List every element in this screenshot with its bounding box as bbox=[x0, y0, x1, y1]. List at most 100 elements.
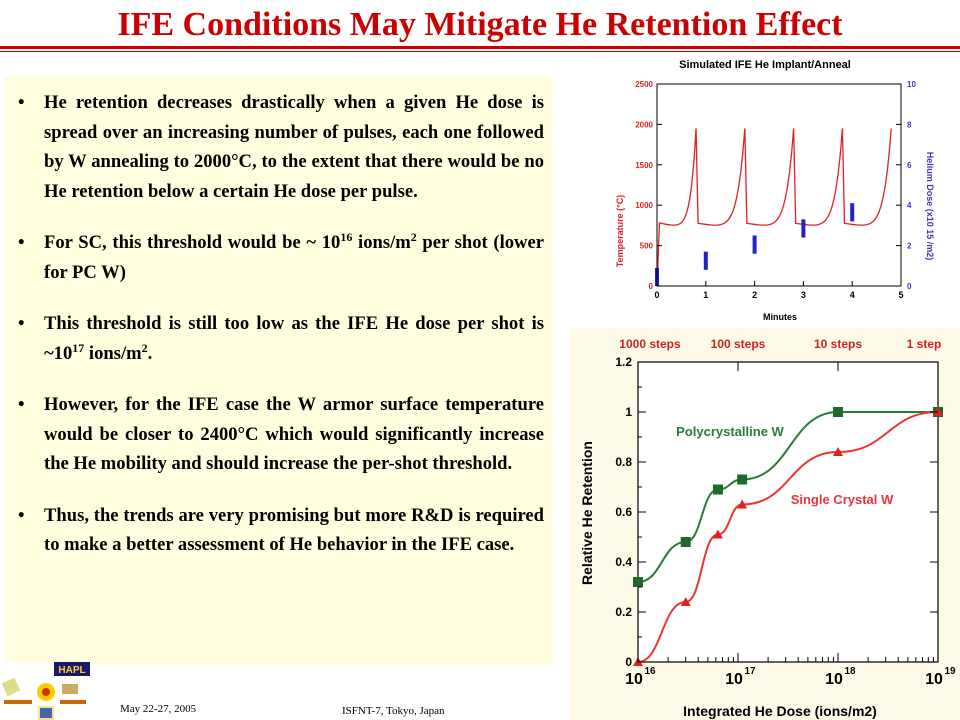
footer-conference: ISFNT-7, Tokyo, Japan bbox=[342, 705, 445, 717]
x-axis-label: Integrated He Dose (ions/m2) bbox=[683, 703, 877, 719]
x-tick-label: 1 bbox=[703, 290, 708, 300]
x-axis-label: Minutes bbox=[763, 312, 797, 322]
bullet-text-part: per shot (lower for PC W) bbox=[44, 232, 544, 283]
data-point bbox=[712, 529, 723, 539]
temperature-line bbox=[656, 128, 892, 287]
y2-tick-label: 4 bbox=[907, 201, 912, 210]
bullet-text: Thus, the trends are very promising but … bbox=[44, 501, 544, 560]
y-tick-label: 2000 bbox=[635, 120, 653, 129]
helium-dose-bar bbox=[752, 235, 757, 254]
bullet-text: This threshold is still too low as the I… bbox=[44, 309, 544, 368]
x-tick-exponent: 16 bbox=[644, 666, 656, 677]
x-tick-label: 10 bbox=[925, 671, 943, 688]
hapl-logo: HAPL bbox=[0, 662, 90, 720]
y2-axis-label: Helium Dose (x10 15 /m2) bbox=[925, 152, 935, 261]
x-tick-label: 5 bbox=[898, 290, 903, 300]
chart-title: Simulated IFE He Implant/Anneal bbox=[679, 59, 851, 71]
y-tick-label: 0.2 bbox=[615, 605, 632, 619]
axes: 00.20.40.60.811.210 16 10 17 10 18 10 19 bbox=[615, 355, 956, 688]
y-axis-label: Temperature (°C) bbox=[615, 195, 625, 267]
y-tick-label: 1000 bbox=[635, 201, 653, 210]
series-line bbox=[637, 411, 938, 583]
series-label: Single Crystal W bbox=[791, 492, 894, 507]
y2-tick-label: 0 bbox=[907, 282, 912, 291]
slide-title: IFE Conditions May Mitigate He Retention… bbox=[117, 6, 843, 43]
y-tick-label: 0 bbox=[649, 282, 654, 291]
y2-tick-label: 6 bbox=[907, 161, 912, 170]
helium-dose-bar bbox=[801, 219, 806, 238]
x-tick-label: 3 bbox=[801, 290, 806, 300]
x-tick-label: 2 bbox=[752, 290, 757, 300]
plot-frame bbox=[656, 83, 902, 287]
bullet-dot: • bbox=[18, 232, 25, 253]
data-point bbox=[737, 474, 748, 485]
superscript: 2 bbox=[141, 340, 148, 355]
bullet-item: • Thus, the trends are very promising but… bbox=[18, 501, 544, 560]
helium-dose-bar bbox=[703, 251, 708, 270]
step-label: 1000 steps bbox=[619, 337, 681, 351]
bullet-item: • This threshold is still too low as the … bbox=[18, 309, 544, 368]
y-tick-label: 2500 bbox=[635, 80, 653, 89]
bullet-dot: • bbox=[18, 504, 25, 526]
data-point bbox=[680, 597, 691, 606]
bullet-text-part: However, for the IFE case the W armor su… bbox=[44, 394, 544, 474]
bullet-text: He retention decreases drastically when … bbox=[44, 88, 544, 206]
step-label: 100 steps bbox=[711, 337, 766, 351]
x-tick-label: 0 bbox=[654, 290, 659, 300]
plot-area: Polycrystalline W Single Crystal W bbox=[633, 361, 943, 666]
bullet-item: • However, for the IFE case the W armor s… bbox=[18, 390, 544, 479]
title-rule-thin bbox=[0, 51, 960, 52]
bullet-text-box: • He retention decreases drastically when… bbox=[4, 76, 552, 664]
y2-tick-label: 2 bbox=[907, 242, 912, 251]
data-point bbox=[633, 577, 643, 587]
data-point bbox=[833, 447, 843, 456]
x-tick-label: 10 bbox=[625, 671, 643, 688]
bullet-text-part: This threshold is still too low as the I… bbox=[44, 313, 544, 364]
x-tick-label: 10 bbox=[825, 671, 843, 688]
bullet-text-part: Thus, the trends are very promising but … bbox=[44, 504, 544, 556]
bullet-text: For SC, this threshold would be ~ 1016 i… bbox=[44, 228, 544, 287]
y-tick-label: 1 bbox=[625, 405, 632, 419]
x-tick-label: 10 bbox=[725, 671, 743, 688]
data-point bbox=[737, 499, 748, 509]
y-tick-label: 500 bbox=[640, 242, 654, 251]
step-label: 10 steps bbox=[814, 337, 862, 351]
bullet-dot: • bbox=[18, 394, 25, 415]
bullet-text: However, for the IFE case the W armor su… bbox=[44, 390, 544, 479]
plot-area bbox=[655, 128, 892, 287]
superscript: 2 bbox=[410, 229, 417, 244]
step-label: 1 step bbox=[907, 337, 942, 351]
superscript: 17 bbox=[72, 340, 85, 355]
bullet-dot: • bbox=[18, 313, 25, 334]
y-axis-label: Relative He Retention bbox=[579, 441, 595, 585]
y-tick-label: 0.6 bbox=[615, 505, 632, 519]
x-tick-exponent: 19 bbox=[944, 666, 956, 677]
logo-text: HAPL bbox=[58, 665, 85, 676]
y2-tick-label: 10 bbox=[907, 80, 916, 89]
bullet-item: • He retention decreases drastically when… bbox=[18, 88, 544, 206]
data-point bbox=[712, 484, 723, 495]
helium-dose-bar bbox=[850, 203, 855, 222]
bullet-text-part: He retention decreases drastically when … bbox=[44, 92, 544, 202]
y-tick-label: 1.2 bbox=[615, 355, 632, 369]
footer-date: May 22-27, 2005 bbox=[120, 703, 197, 715]
x-tick-exponent: 17 bbox=[744, 666, 756, 677]
y-tick-label: 0.4 bbox=[615, 555, 632, 569]
y-tick-label: 0 bbox=[625, 655, 632, 669]
data-point bbox=[833, 407, 843, 417]
bullet-item: • For SC, this threshold would be ~ 1016 … bbox=[18, 228, 544, 287]
bullet-text-part: For SC, this threshold would be ~ 10 bbox=[44, 232, 341, 253]
implant-anneal-chart: Simulated IFE He Implant/Anneal 0 1 2 3 4 505… bbox=[615, 59, 935, 322]
x-tick-label: 4 bbox=[850, 290, 855, 300]
series-label: Polycrystalline W bbox=[676, 424, 784, 439]
x-tick-exponent: 18 bbox=[844, 666, 856, 677]
bullet-dot: • bbox=[18, 92, 25, 113]
series-line bbox=[637, 411, 939, 663]
plot-frame bbox=[637, 361, 939, 663]
superscript: 16 bbox=[340, 229, 353, 244]
bullet-text-part: ions/m bbox=[84, 342, 142, 364]
y2-tick-label: 8 bbox=[907, 120, 912, 129]
bullet-text-part: ions/m bbox=[352, 232, 411, 253]
y-tick-label: 0.8 bbox=[615, 455, 632, 469]
